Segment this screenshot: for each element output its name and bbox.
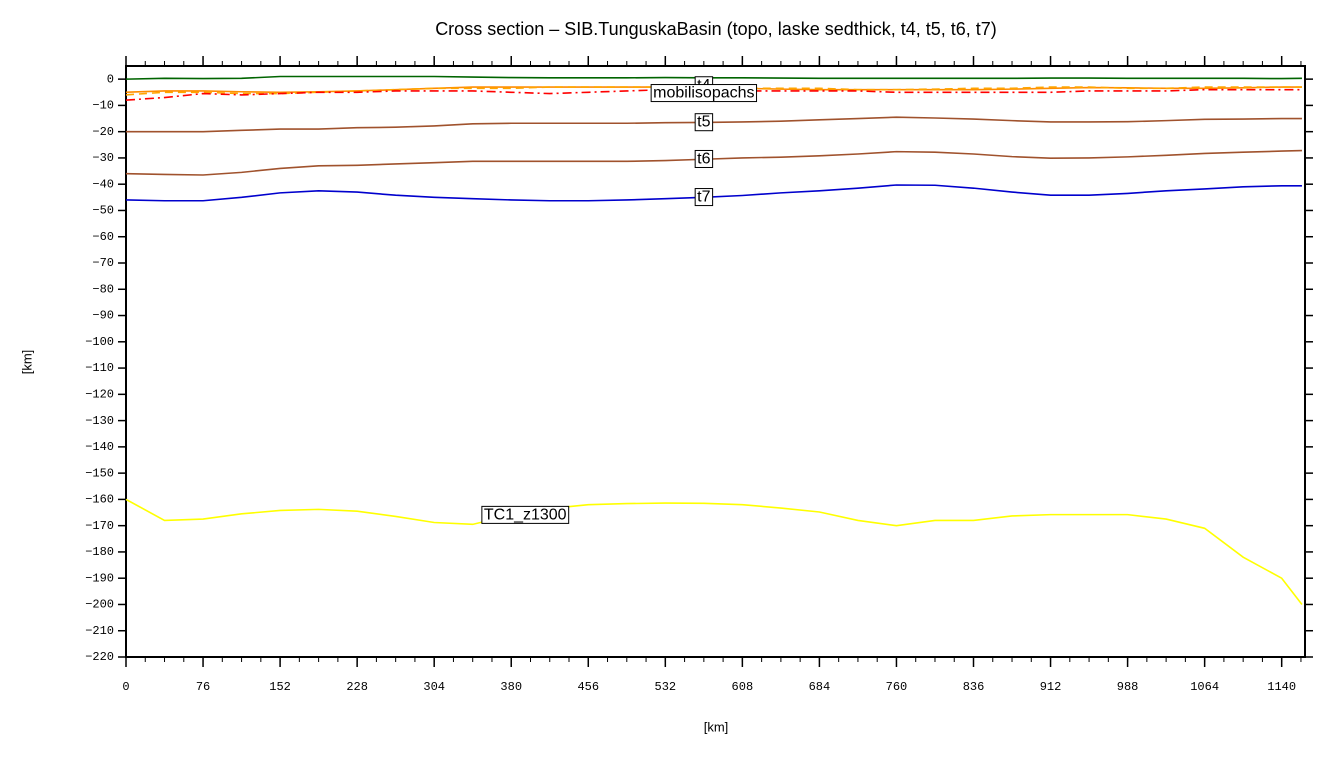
x-axis-label: [km] xyxy=(704,719,729,734)
x-tick-label: 304 xyxy=(423,680,445,694)
y-tick-label: −120 xyxy=(85,388,114,402)
x-tick-label: 836 xyxy=(963,680,985,694)
label-box xyxy=(650,84,758,103)
y-tick-label: −70 xyxy=(92,256,114,270)
series-label-text: t7 xyxy=(697,189,710,206)
y-tick-label: −40 xyxy=(92,177,114,191)
y-tick-label: −170 xyxy=(85,519,114,533)
y-tick-label: −20 xyxy=(92,125,114,139)
label-box xyxy=(694,113,714,132)
x-tick-label: 0 xyxy=(122,680,129,694)
y-tick-label: −200 xyxy=(85,598,114,612)
x-tick-label: 760 xyxy=(886,680,908,694)
x-tick-label: 1140 xyxy=(1267,680,1296,694)
x-tick-label: 1064 xyxy=(1190,680,1219,694)
series-line xyxy=(125,149,1302,176)
chart-title: Cross section – SIB.TunguskaBasin (topo,… xyxy=(435,19,997,39)
x-tick-label: 152 xyxy=(269,680,291,694)
y-tick-label: −190 xyxy=(85,571,114,585)
x-tick-label: 76 xyxy=(196,680,210,694)
x-tick-label: 684 xyxy=(809,680,831,694)
y-tick-label: −160 xyxy=(85,493,114,507)
x-tick-label: 456 xyxy=(577,680,599,694)
x-tick-label: 988 xyxy=(1117,680,1139,694)
y-tick-label: −30 xyxy=(92,151,114,165)
y-tick-label: −210 xyxy=(85,624,114,638)
series-line xyxy=(126,116,1302,133)
x-tick-label: 228 xyxy=(346,680,368,694)
plot-frame xyxy=(125,65,1306,658)
series-label-text: t6 xyxy=(697,150,710,167)
series-line xyxy=(125,86,1302,96)
series-label-text: t5 xyxy=(697,114,710,131)
label-box xyxy=(694,188,714,207)
series-label-text: TC1_z1300 xyxy=(484,506,567,523)
y-tick-label: 0 xyxy=(107,72,114,86)
series-label: mobilisopachs xyxy=(650,84,758,103)
y-tick-label: −100 xyxy=(85,335,114,349)
y-tick-label: −110 xyxy=(85,361,114,375)
series-label: t6 xyxy=(694,149,714,168)
series-label: TC1_z1300 xyxy=(481,505,570,524)
y-tick-label: −150 xyxy=(85,466,114,480)
label-box xyxy=(481,505,570,524)
series-line xyxy=(125,184,1302,202)
x-tick-label: 532 xyxy=(655,680,677,694)
y-tick-label: −130 xyxy=(85,414,114,428)
y-tick-label: −10 xyxy=(92,99,114,113)
x-tick-label: 608 xyxy=(732,680,754,694)
y-tick-label: −80 xyxy=(92,282,114,296)
series-label: t7 xyxy=(694,188,714,207)
series-line xyxy=(125,498,1303,605)
y-tick-label: −140 xyxy=(85,440,114,454)
y-tick-label: −220 xyxy=(85,650,114,664)
label-box xyxy=(694,149,714,168)
series-label: t5 xyxy=(694,113,714,132)
series-label-text: mobilisopachs xyxy=(653,85,754,102)
y-tick-label: −90 xyxy=(92,309,114,323)
y-axis-label: [km] xyxy=(19,350,34,375)
x-tick-label: 912 xyxy=(1040,680,1062,694)
series-line xyxy=(125,75,1302,80)
x-tick-label: 380 xyxy=(500,680,522,694)
y-tick-label: −180 xyxy=(85,545,114,559)
y-tick-label: −50 xyxy=(92,204,114,218)
y-tick-label: −60 xyxy=(92,230,114,244)
